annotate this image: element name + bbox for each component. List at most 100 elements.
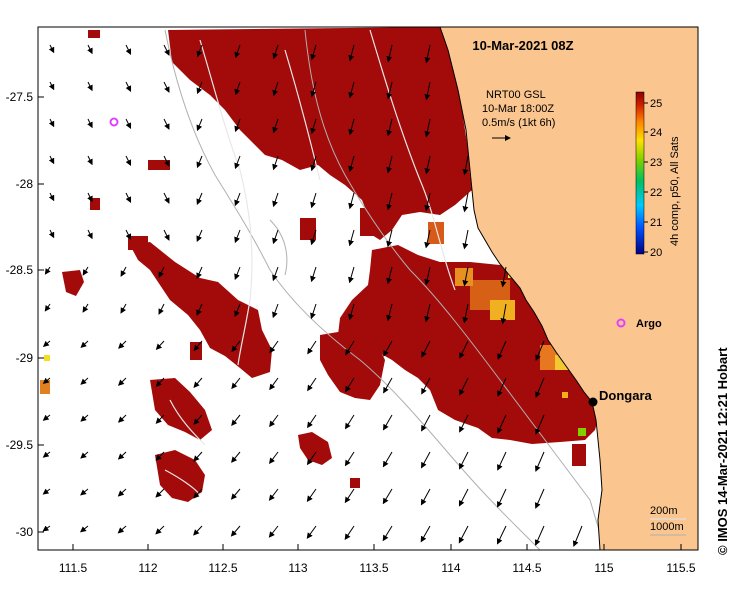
current-vector [42,414,51,421]
current-vector [80,414,89,422]
current-vector [48,192,55,202]
current-vector [382,414,393,431]
current-vector [310,303,317,320]
current-vector [345,377,355,393]
current-vector [196,155,203,169]
current-vector [497,488,507,508]
current-vector [163,118,170,130]
current-vector [82,303,89,313]
current-vector [120,303,127,314]
current-vector [234,81,241,96]
current-vector [117,525,127,534]
current-vector [272,81,279,97]
current-vector [306,451,317,466]
current-vector [48,118,55,128]
current-vector [230,525,241,537]
current-vector [386,118,393,137]
current-vector [42,525,51,532]
argo-label: Argo [636,318,662,330]
current-vector [462,266,469,287]
current-vector [344,488,355,504]
current-vector [196,44,203,58]
current-vector [310,229,317,246]
current-vector [386,155,393,174]
current-vector [386,81,393,100]
current-vector [348,229,355,247]
argo-marker-icon[interactable] [616,318,626,328]
current-vector [424,303,431,323]
x-tick-label: 113.5 [359,561,388,575]
current-vector [310,155,317,172]
vector-legend-line2: 10-Mar 18:00Z [482,103,554,115]
current-vector [163,81,170,93]
current-vector [462,155,469,176]
land-mass [440,27,698,550]
current-vector [272,118,279,134]
dongara-town[interactable]: Dongara [588,388,653,407]
current-vector [155,414,165,424]
argo-float[interactable]: Argo [616,318,662,330]
depth-legend-200m: 200m [650,505,678,517]
current-vector [420,525,431,543]
colorbar-tick-label: 22 [650,187,662,199]
current-vector [117,451,127,460]
current-vector [382,525,393,542]
current-vector [348,192,355,210]
current-vector [424,155,431,175]
current-vector [386,44,393,63]
current-vector [125,192,132,203]
current-vector [234,229,241,244]
current-vector [118,340,127,349]
current-vector [231,451,241,463]
current-vector [196,266,203,280]
current-vector [234,118,241,133]
current-vector [348,81,355,99]
current-vector [125,229,132,240]
current-vector [269,451,279,465]
y-axis: -27.5 -28 -28.5 -29 -29.5 -30 [6,90,44,539]
current-vector [158,266,165,278]
current-vector [196,192,203,206]
argo-float-marker-icon[interactable] [109,117,119,127]
colorbar-tick-label: 21 [650,217,662,229]
current-vector [231,377,241,390]
current-vector [268,488,279,501]
current-vector [87,118,93,129]
current-vector [348,44,355,62]
current-vector [268,525,279,538]
current-vector [497,377,507,397]
current-vector [42,377,51,384]
current-vector [117,377,127,386]
current-vector [234,192,241,207]
current-vector [87,229,93,240]
current-vector [269,377,279,391]
current-vector [48,229,55,239]
current-vector [307,340,317,355]
current-vector [80,488,89,496]
current-vector [421,377,431,395]
current-vector [48,81,55,91]
current-vector [272,303,279,319]
current-vector [163,44,170,56]
current-vector [497,414,507,434]
x-tick-label: 112.5 [208,561,237,575]
current-vector [344,525,355,541]
current-vector [193,451,203,462]
current-vector [459,377,469,396]
dongara-label: Dongara [599,388,653,403]
current-vector [42,340,51,348]
current-vector [462,303,469,324]
colorbar-tick-label: 20 [650,247,662,259]
current-vector [497,340,507,360]
current-vector [458,525,469,544]
current-vector [386,266,393,285]
current-vector [459,414,469,433]
y-tick-label: -27.5 [6,90,34,104]
current-vector [193,414,203,425]
current-vector [87,192,93,203]
current-vector [48,44,55,54]
current-vector [424,192,431,212]
town-marker-icon[interactable] [588,397,598,407]
current-vector [193,525,203,536]
current-vector [500,303,507,325]
